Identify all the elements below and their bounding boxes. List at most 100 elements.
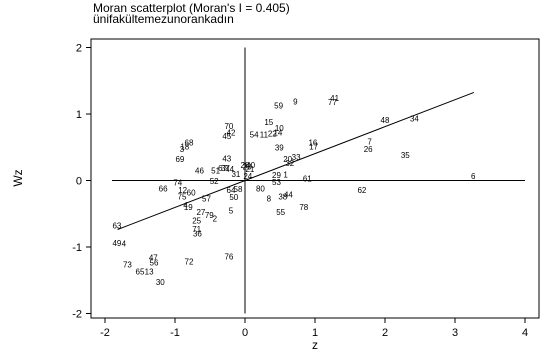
point-label: 8 <box>267 194 272 203</box>
point-label: 32 <box>285 159 294 168</box>
point-label: 21 <box>245 165 254 174</box>
point-label: 79 <box>205 211 214 220</box>
point-label: 48 <box>381 116 390 125</box>
point-label: 70 <box>224 122 233 131</box>
point-label: 59 <box>274 101 283 110</box>
point-label: 62 <box>357 186 366 195</box>
y-tick-label: 1 <box>76 109 82 121</box>
point-label: 78 <box>299 203 308 212</box>
point-label: 9 <box>293 97 298 106</box>
point-label: 68 <box>185 139 194 148</box>
y-tick-label: 0 <box>76 176 82 188</box>
point-label: 15 <box>264 118 273 127</box>
point-label: 45 <box>222 132 231 141</box>
point-label: 71 <box>192 225 201 234</box>
point-label: 19 <box>184 203 193 212</box>
point-label: 76 <box>224 252 233 261</box>
x-tick-label: 0 <box>242 327 248 339</box>
point-label: 64 <box>227 186 236 195</box>
point-label: 40 <box>246 161 255 170</box>
point-label: 4 <box>122 240 127 249</box>
point-label: 43 <box>222 155 231 164</box>
point-label: 30 <box>156 278 165 287</box>
point-label: 13 <box>145 268 154 277</box>
point-label: 69 <box>175 155 184 164</box>
x-tick-label: -2 <box>100 327 110 339</box>
y-tick-label: 2 <box>76 43 82 55</box>
point-label: 55 <box>276 208 285 217</box>
point-label: 6 <box>471 172 476 181</box>
point-label: 44 <box>284 190 293 199</box>
point-label: 65 <box>136 268 145 277</box>
point-label: 49 <box>112 239 121 248</box>
point-label: 72 <box>185 258 194 267</box>
point-label: 25 <box>192 216 201 225</box>
point-label: 27 <box>196 208 205 217</box>
chart-title: Moran scatterplot (Moran's I = 0.405) <box>93 1 290 15</box>
x-tick-label: 2 <box>382 327 388 339</box>
chart-subtitle: ünifakültemezunorankadın <box>93 12 234 26</box>
point-label: 33 <box>292 153 301 162</box>
point-label: 74 <box>173 178 182 187</box>
point-label: 41 <box>330 94 339 103</box>
point-label: 80 <box>256 184 265 193</box>
point-label: 36 <box>193 230 202 239</box>
point-label: 60 <box>187 188 196 197</box>
x-axis-label: z <box>312 338 318 352</box>
y-tick-label: -1 <box>72 242 82 254</box>
point-label: 16 <box>308 139 317 148</box>
point-label: 73 <box>123 260 132 269</box>
point-label: 14 <box>273 129 282 138</box>
point-label: 29 <box>272 171 281 180</box>
point-label: 37 <box>221 164 230 173</box>
point-label: 51 <box>211 167 220 176</box>
point-label: 35 <box>401 151 410 160</box>
x-tick-label: 4 <box>522 327 528 339</box>
point-label: 46 <box>195 167 204 176</box>
point-label: 3 <box>180 145 185 154</box>
point-label: 53 <box>272 178 281 187</box>
point-label: 75 <box>178 192 187 201</box>
x-tick-label: -1 <box>170 327 180 339</box>
point-label: 31 <box>231 170 240 179</box>
point-label: 18 <box>180 143 189 152</box>
point-label: 54 <box>250 131 259 140</box>
point-label: 39 <box>275 143 284 152</box>
point-label: 67 <box>218 164 227 173</box>
point-label: 47 <box>149 254 158 263</box>
point-label: 17 <box>309 143 318 152</box>
point-label: 28 <box>241 161 250 170</box>
point-label: 24 <box>243 172 252 181</box>
point-label: 12 <box>178 186 187 195</box>
point-label: 77 <box>328 98 337 107</box>
point-label: 44 <box>225 165 234 174</box>
point-label: 11 <box>260 131 269 140</box>
point-label: 56 <box>150 258 159 267</box>
x-tick-label: 3 <box>452 327 458 339</box>
x-tick-label: 1 <box>312 327 318 339</box>
point-label: 57 <box>202 194 211 203</box>
point-label: 4 <box>183 201 188 210</box>
point-label: 26 <box>364 145 373 154</box>
point-label: 58 <box>234 185 243 194</box>
regression-line <box>117 91 475 230</box>
point-label: 50 <box>229 193 238 202</box>
point-label: 42 <box>227 129 236 138</box>
point-label: 20 <box>283 155 292 164</box>
point-label: 34 <box>410 115 419 124</box>
point-label: 63 <box>112 222 121 231</box>
y-tick-label: -2 <box>72 309 82 321</box>
point-label: 61 <box>303 175 312 184</box>
point-label: 22 <box>268 129 277 138</box>
point-label: 7 <box>367 137 372 146</box>
point-label: 2 <box>213 214 218 223</box>
point-label: 1 <box>283 171 288 180</box>
point-label: 23 <box>243 163 252 172</box>
point-label: 38 <box>278 192 287 201</box>
point-label: 10 <box>275 124 284 133</box>
y-axis-label: Wz <box>11 169 25 186</box>
point-label: 52 <box>210 177 219 186</box>
point-label: 66 <box>159 184 168 193</box>
point-label: 5 <box>229 206 234 215</box>
